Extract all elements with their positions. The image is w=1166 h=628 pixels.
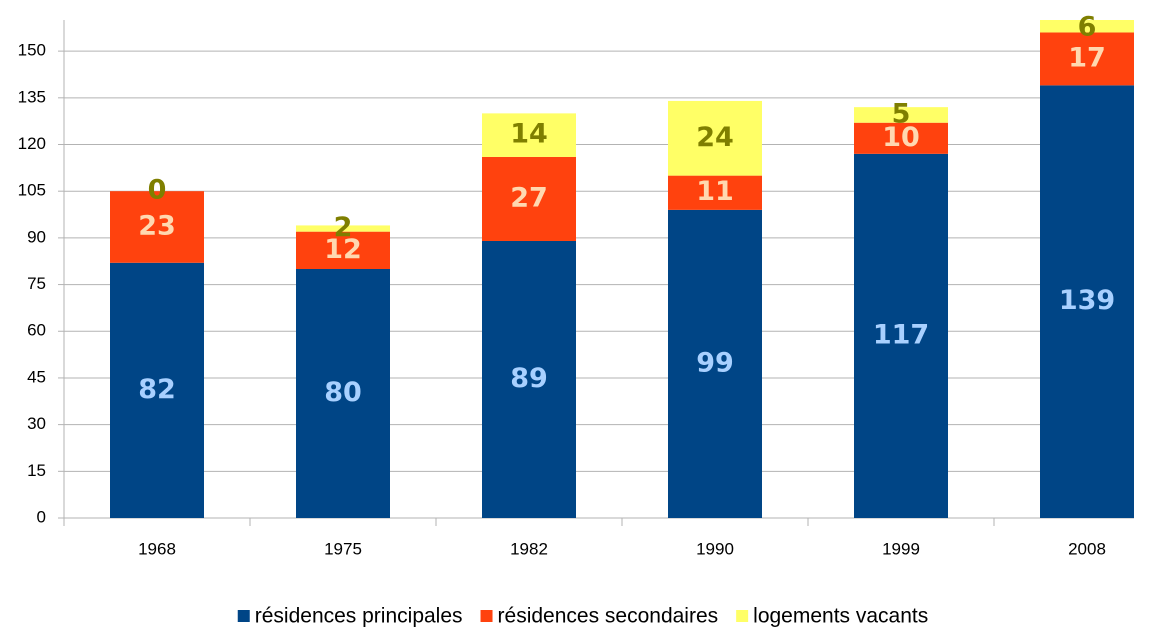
- bar-segment: [296, 269, 390, 518]
- legend-swatch: [736, 610, 749, 622]
- x-tick-label: 2008: [1068, 539, 1106, 558]
- y-tick-label: 15: [27, 461, 46, 480]
- data-label: 99: [696, 347, 734, 378]
- data-label: 139: [1059, 285, 1115, 316]
- bar-segment: [110, 191, 204, 263]
- data-label: 27: [510, 182, 548, 213]
- legend-label: logements vacants: [753, 605, 928, 628]
- data-label: 6: [1078, 12, 1097, 43]
- y-tick-label: 30: [27, 414, 46, 433]
- bar-segment: [482, 156, 576, 241]
- bar-segment: [296, 231, 390, 269]
- y-tick-label: 75: [27, 274, 46, 293]
- data-label: 24: [696, 122, 734, 153]
- bar-segment: [482, 240, 576, 518]
- bar-segment: [854, 107, 948, 123]
- bar-segment: [1040, 20, 1134, 33]
- x-tick-label: 1975: [324, 539, 362, 558]
- legend-label: résidences secondaires: [498, 605, 719, 628]
- data-label: 11: [696, 176, 734, 207]
- bar-segment: [1040, 85, 1134, 518]
- data-label: 12: [324, 234, 362, 265]
- y-tick-label: 60: [27, 321, 46, 340]
- x-tick-label: 1982: [510, 539, 548, 558]
- grid: [58, 20, 1134, 526]
- data-label: 17: [1068, 42, 1106, 73]
- bars: [110, 20, 1134, 518]
- legend-item: résidences secondaires: [480, 605, 719, 628]
- y-tick-label: 135: [18, 87, 46, 106]
- x-tick-label: 1968: [138, 539, 176, 558]
- data-label: 2: [334, 212, 353, 243]
- legend: résidences principales résidences seconda…: [237, 605, 928, 628]
- bar-segment: [668, 209, 762, 518]
- bar-segment: [482, 113, 576, 157]
- x-tick-label: 1990: [696, 539, 734, 558]
- y-tick-label: 0: [37, 507, 46, 526]
- y-tick-label: 120: [18, 134, 46, 153]
- y-tick-label: 150: [18, 41, 46, 60]
- bar-segment: [854, 153, 948, 518]
- bar-segment: [296, 225, 390, 232]
- bar-segment: [668, 175, 762, 210]
- data-label: 14: [510, 119, 548, 150]
- bar-segment: [110, 262, 204, 518]
- bar-segment: [668, 100, 762, 176]
- data-label: 80: [324, 377, 362, 408]
- data-label: 23: [138, 210, 176, 241]
- y-tick-label: 105: [18, 181, 46, 200]
- data-label: 89: [510, 363, 548, 394]
- bar-segment: [1040, 32, 1134, 86]
- data-label: 10: [882, 122, 920, 153]
- x-tick-label: 1999: [882, 539, 920, 558]
- labels: 0 15 30 45 60 75 90 105 120 135 150 1968 82 23 0 1975 80…: [18, 12, 1116, 559]
- legend-swatch: [237, 610, 250, 622]
- legend-item: logements vacants: [736, 605, 928, 628]
- data-label: 82: [138, 374, 176, 405]
- legend-item: résidences principales: [237, 605, 463, 628]
- legend-label: résidences principales: [255, 605, 463, 628]
- y-tick-label: 90: [27, 227, 46, 246]
- data-label: 0: [148, 175, 167, 206]
- data-label: 117: [873, 319, 929, 350]
- legend-swatch: [480, 610, 493, 622]
- data-label: 5: [892, 98, 911, 129]
- bar-segment: [854, 122, 948, 154]
- y-tick-label: 45: [27, 367, 46, 386]
